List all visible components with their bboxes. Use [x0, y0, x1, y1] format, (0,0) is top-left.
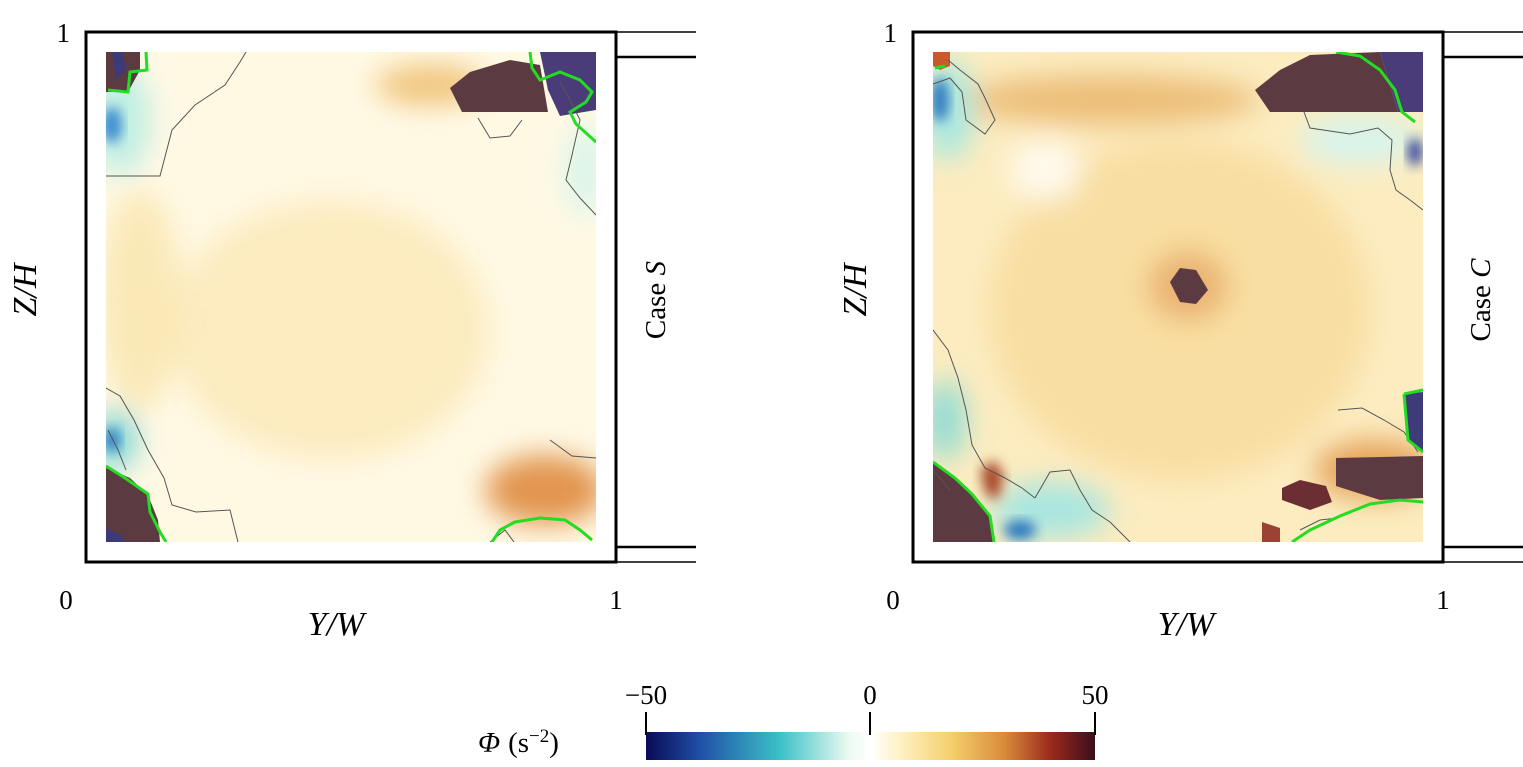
x-tick-label: 1 [609, 585, 623, 615]
field-left-cyan [106, 65, 150, 175]
patch-top-right-red [1255, 52, 1398, 112]
colorbar-tick-label: 50 [1082, 680, 1109, 710]
field-right-cyan [567, 125, 596, 215]
duct-walls [616, 31, 696, 563]
field-light-spot [1010, 140, 1080, 200]
y-tick-label: 1 [57, 18, 71, 48]
patch-right-red [1336, 456, 1423, 500]
y-tick-label: 1 [884, 18, 898, 48]
field-top-band [960, 75, 1260, 125]
case-prefix: Case [1465, 278, 1497, 342]
colorbar-tick-label: −50 [625, 680, 667, 710]
field-left-blue [106, 107, 122, 143]
colorbar: Φ (s−2) −50 0 50 [478, 680, 1109, 760]
x-axis-label: Y/W [1158, 606, 1217, 643]
patch-bottom-red-2 [1262, 522, 1280, 542]
highlight-contour [106, 52, 596, 542]
heatmap-field [933, 52, 1423, 542]
x-tick-label: 0 [886, 585, 900, 615]
field-right-blue [1408, 138, 1422, 166]
field-bl-cyan [106, 410, 137, 470]
duct-walls [1443, 31, 1523, 563]
case-label: Case S [640, 260, 672, 339]
heatmap-field [106, 52, 596, 542]
case-symbol: C [1465, 258, 1497, 278]
patch-bottom-left-red [106, 468, 160, 542]
case-prefix: Case [640, 275, 672, 339]
patch-bl-small-red [980, 460, 1004, 500]
y-axis-label: Z/H [7, 261, 44, 316]
patch-bottom-left-red [933, 462, 994, 542]
colorbar-symbol: Φ [478, 727, 500, 759]
panel-case-c: 1 0 1 Y/W Z/H Case C [837, 18, 1523, 643]
field-left-mid-cyan [933, 380, 965, 460]
colorbar-unit-close: ) [549, 727, 559, 759]
panel-case-s: 1 0 1 Y/W Z/H Case S [7, 18, 696, 643]
patch-center-red [1170, 268, 1208, 304]
colorbar-unit-exp: −2 [529, 726, 549, 747]
field-warm-left [106, 190, 180, 410]
field-br-orange [485, 455, 596, 525]
field-left-blue [933, 78, 949, 122]
x-tick-label: 1 [1436, 585, 1450, 615]
y-axis-label: Z/H [837, 261, 874, 316]
field-top-right-cyan [1300, 115, 1420, 165]
colorbar-gradient [646, 732, 1095, 760]
highlight-contour [933, 52, 1423, 542]
case-label: Case C [1465, 258, 1497, 342]
colorbar-title: Φ (s−2) [478, 726, 559, 760]
patch-top-left-blue [112, 52, 126, 80]
patch-bottom-left-blue [106, 528, 124, 542]
colorbar-tick-label: 0 [863, 680, 877, 710]
patch-top-right-red [450, 60, 548, 112]
case-symbol: S [640, 260, 672, 275]
field-bl-blue [1004, 520, 1036, 540]
patch-bottom-red-1 [1282, 480, 1332, 510]
patch-top-right-blue [1380, 52, 1423, 112]
colorbar-unit-open: (s [508, 727, 529, 759]
x-tick-label: 0 [59, 585, 73, 615]
colorbar-ticks [645, 712, 1096, 735]
field-warm-center [170, 200, 490, 460]
x-axis-label: Y/W [308, 606, 367, 643]
patch-top-left-red [933, 52, 950, 70]
patch-top-right-blue [540, 52, 596, 116]
